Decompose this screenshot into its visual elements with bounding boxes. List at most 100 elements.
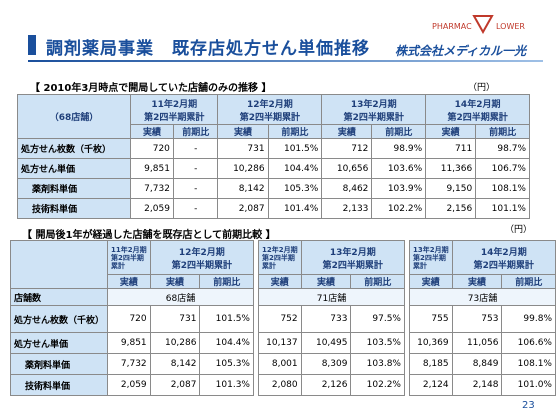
header-row: 11年2月期 第2四半期 累計 12年2月期 第2四半期累計 12年2月期 第2四半期 累計 1…: [9, 240, 557, 289]
cell: 98.7%: [475, 138, 530, 159]
period-header: 14年2月期 第2四半期累計: [451, 240, 557, 275]
logo-text: PHARMAC: [432, 22, 472, 31]
subheader: 前期比: [199, 274, 254, 289]
cell: 731: [217, 138, 269, 159]
header-text: 11年2月期: [111, 245, 147, 254]
prior-period-header: 12年2月期 第2四半期 累計: [258, 240, 302, 275]
table: 11年2月期 第2四半期 累計 12年2月期 第2四半期累計 12年2月期 第2四半期 累計 1…: [9, 240, 557, 396]
cell: 104.4%: [267, 158, 323, 179]
title-rule: [28, 60, 543, 62]
cell: 102.2%: [371, 198, 427, 219]
page-number: 23: [522, 400, 535, 411]
subheader: 実績: [451, 274, 503, 289]
subheader: 実績: [149, 274, 201, 289]
cell: 103.8%: [350, 353, 405, 375]
data-row: 薬剤料単価 7,732-8,142 105.3% 8,462 103.9% 9,150 10…: [17, 178, 530, 199]
cell: 9,150: [425, 178, 477, 199]
header-text: 累計: [111, 261, 126, 270]
cell: 8,309: [300, 353, 352, 375]
cell: 752: [258, 305, 302, 333]
cell: 10,495: [300, 332, 352, 354]
period-header: 12年2月期 第2四半期累計: [149, 240, 255, 275]
subheader: 前期比: [350, 274, 405, 289]
data-row: 処方せん枚数（千枚） 720-731 101.5% 712 98.9% 711 98.7%: [17, 138, 530, 159]
subheader: 前期比: [475, 124, 530, 139]
cell: 753: [451, 305, 503, 333]
period-header: 12年2月期 第2四半期累計: [217, 94, 323, 125]
subheader: 前期比: [267, 124, 323, 139]
cell: 712: [321, 138, 373, 159]
subheader: 実績: [408, 274, 453, 289]
subheader: 実績: [130, 124, 174, 139]
header-text: 13年2月期: [329, 247, 376, 258]
cell: -: [172, 158, 219, 179]
subheader: 実績: [107, 274, 151, 289]
data-row: 技術料単価 2,059-2,087 101.4% 2,133 102.2% 2,156 10…: [17, 198, 530, 219]
prior-period-header: 13年2月期 第2四半期 累計: [408, 240, 453, 275]
cell: 101.5%: [199, 305, 254, 333]
cell: -: [172, 138, 219, 159]
cell: 106.6%: [501, 332, 556, 354]
cell: 2,080: [258, 374, 302, 396]
header-text: 14年2月期: [454, 99, 501, 110]
row-label: 店舗数: [9, 288, 109, 306]
unit-label: （円）: [468, 83, 496, 93]
header-text: 12年2月期: [247, 99, 293, 110]
row-label: 薬剤料単価: [9, 353, 109, 375]
cell: 103.5%: [350, 332, 405, 354]
header-text: 第2四半期累計: [144, 112, 205, 123]
corner-cell: （68店舗）: [17, 94, 131, 139]
cell: 10,137: [258, 332, 302, 354]
cell: 2,087: [149, 374, 201, 396]
header-text: 12年2月期: [178, 247, 225, 258]
cell: 2,156: [425, 198, 477, 219]
cell: 8,001: [258, 353, 302, 375]
cell: 10,286: [217, 158, 269, 179]
period-header: 11年2月期 第2四半期累計: [129, 94, 219, 125]
cell: 10,369: [408, 332, 453, 354]
slide-title: 調剤薬局事業 既存店処方せん単価推移: [46, 39, 370, 59]
cell: 720: [107, 305, 151, 333]
cell: 2,059: [130, 198, 174, 219]
row-label: 処方せん単価: [9, 332, 109, 354]
cell: 102.2%: [350, 374, 405, 396]
cell: 2,148: [451, 374, 503, 396]
company-name: 株式会社メディカル一光: [395, 44, 527, 58]
data-row: 処方せん単価 9,851-10,286 104.4% 10,656 103.6% 11,3…: [17, 158, 530, 179]
cell: 101.5%: [267, 138, 323, 159]
data-row: 処方せん単価 9,851 10,286 104.4% 10,137 10,495 103.5…: [9, 332, 556, 354]
cell: 8,142: [217, 178, 269, 199]
title-accent: [28, 35, 36, 55]
cell: 8,462: [321, 178, 373, 199]
cell: 8,849: [451, 353, 503, 375]
stores-cell: 68店舗: [107, 288, 254, 306]
cell: 104.4%: [199, 332, 254, 354]
header-text: 累計: [412, 261, 427, 270]
data-row: 処方せん枚数（千枚） 720 731 101.5% 752 733 97.5% 755 753 9…: [9, 305, 556, 333]
cell: 733: [300, 305, 352, 333]
cell: 97.5%: [350, 305, 405, 333]
header-text: 12年2月期: [262, 245, 298, 254]
section-heading: 【 開局後1年が経過した店舗を既存店として前期比較 】: [22, 230, 276, 241]
section-heading: 【 2010年3月時点で開局していた店舗のみの推移 】: [30, 83, 272, 94]
cell: 101.0%: [501, 374, 556, 396]
cell: 108.1%: [501, 353, 556, 375]
header-text: 第2四半期累計: [343, 112, 404, 123]
row-label: 薬剤料単価: [17, 178, 131, 199]
subheader: 実績: [217, 124, 269, 139]
cell: 2,087: [217, 198, 269, 219]
cell: 7,732: [130, 178, 174, 199]
cell: 2,124: [408, 374, 453, 396]
cell: 720: [130, 138, 174, 159]
header-row: （68店舗） 11年2月期 第2四半期累計 12年2月期 第2四半期累計 13年2月期 第2…: [17, 94, 530, 139]
cell: 101.4%: [267, 198, 323, 219]
row-label: 技術料単価: [17, 198, 131, 219]
cell: 101.1%: [475, 198, 530, 219]
subheader: 前期比: [371, 124, 427, 139]
cell: 711: [425, 138, 477, 159]
cell: 731: [149, 305, 201, 333]
cell: 98.9%: [371, 138, 427, 159]
data-row: 薬剤料単価 7,732 8,142 105.3% 8,001 8,309 103.8% 8,1…: [9, 353, 556, 375]
period-header: 13年2月期 第2四半期累計: [321, 94, 427, 125]
cell: -: [172, 198, 219, 219]
